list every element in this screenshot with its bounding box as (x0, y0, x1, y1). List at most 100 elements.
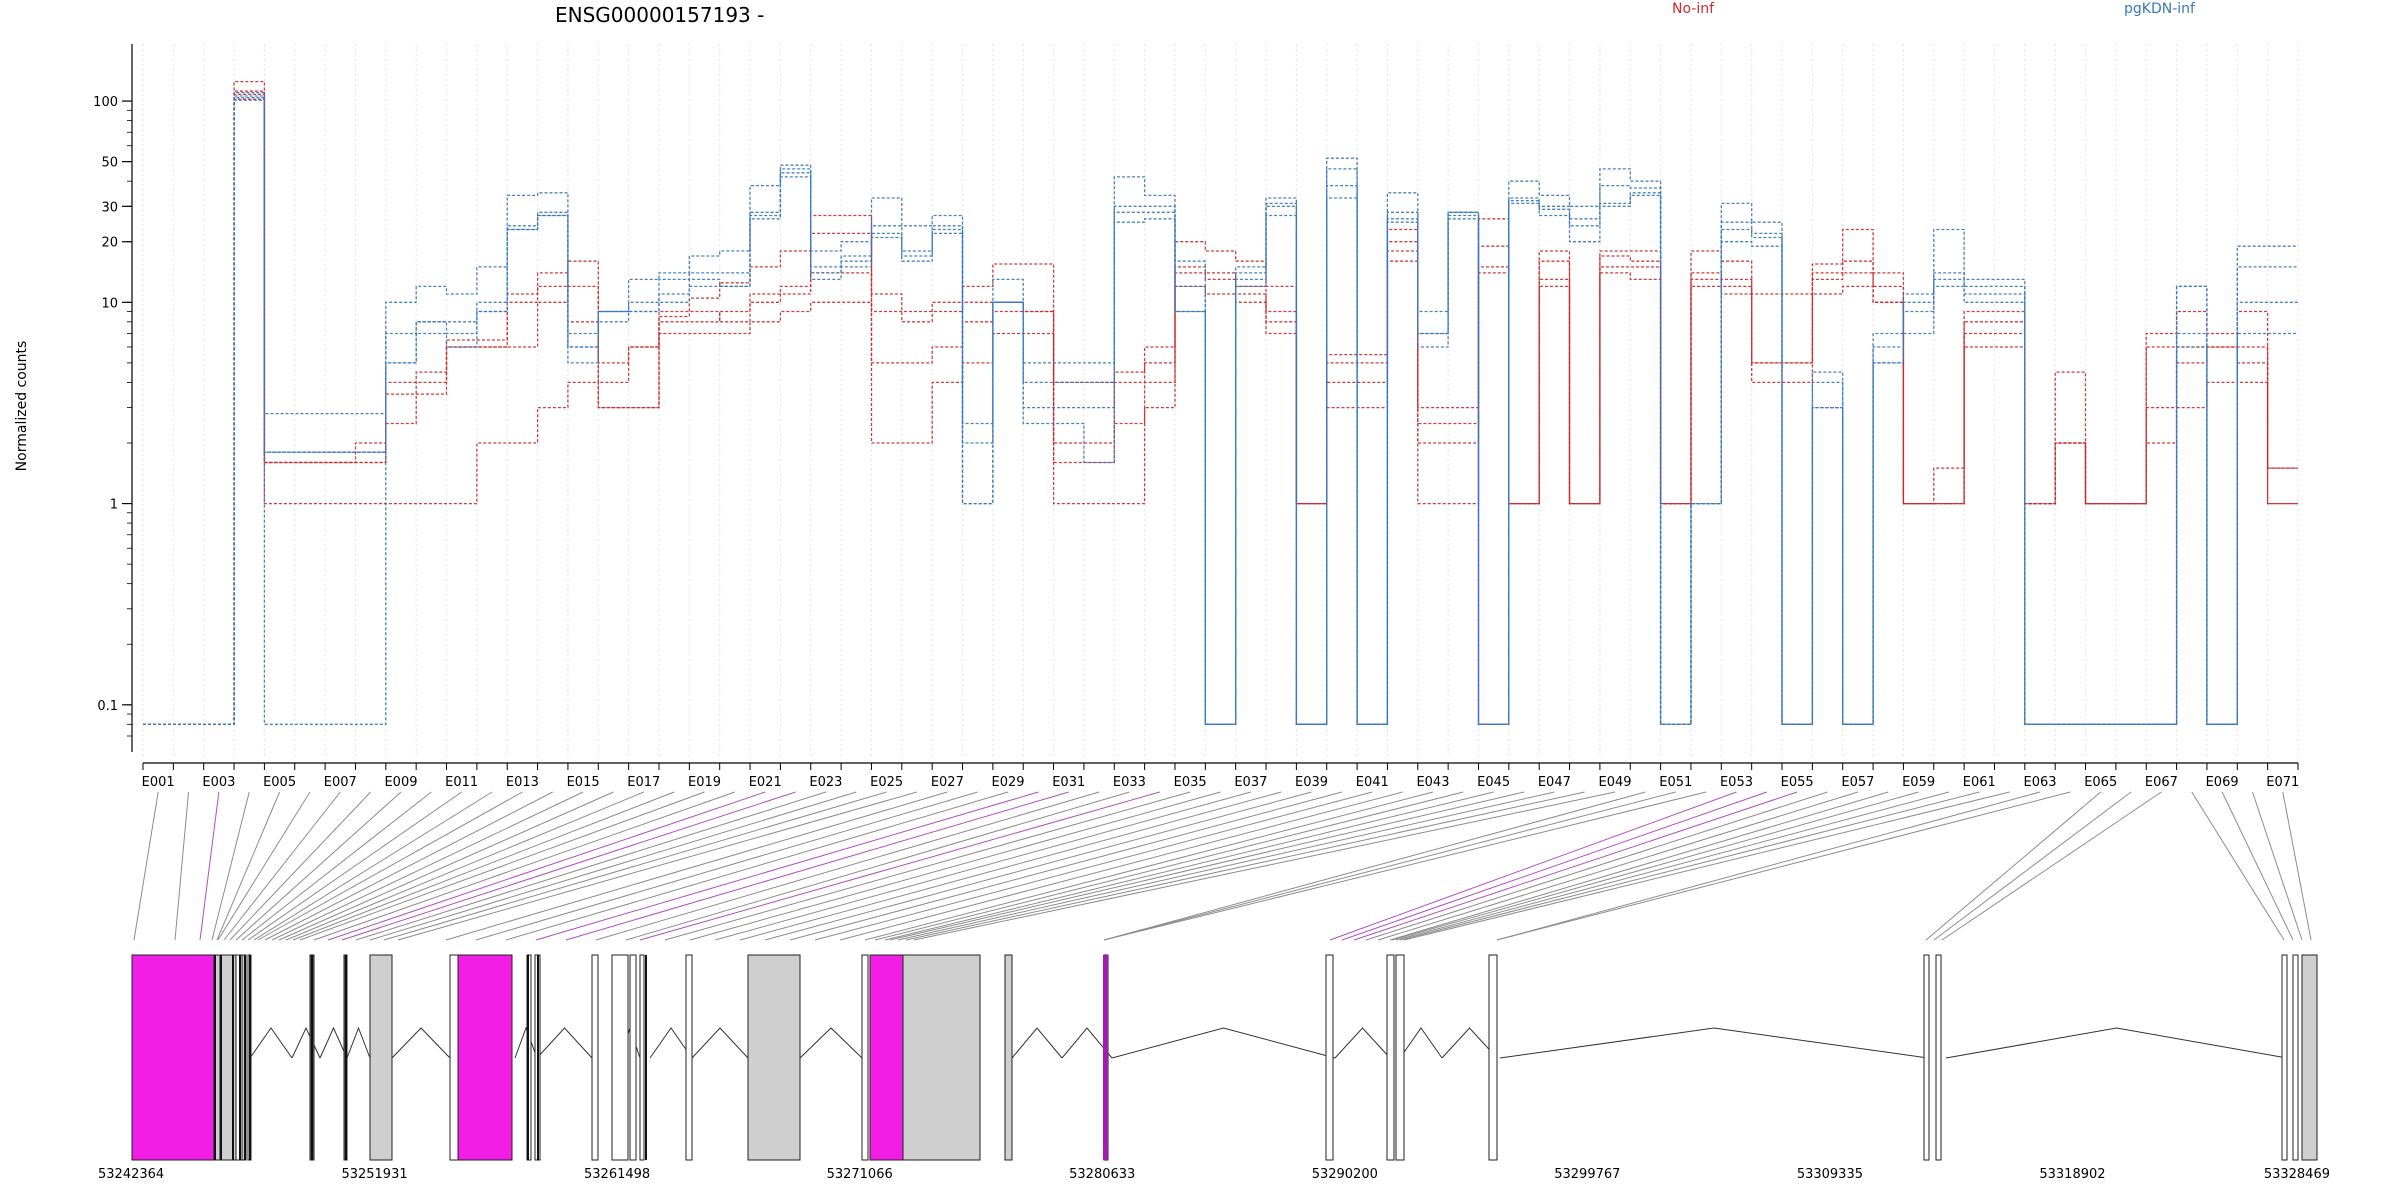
exon-label: E009 (384, 775, 417, 790)
exon-box (1935, 954, 1942, 1161)
exon-label: E039 (1295, 775, 1328, 790)
y-tick-label: 1 (110, 498, 118, 513)
intron (1441, 1027, 1498, 1059)
exon-label: E029 (992, 775, 1025, 790)
exon-label: E013 (506, 775, 539, 790)
exon-connector (292, 791, 675, 941)
exon-connector (229, 791, 372, 941)
exon-connector (625, 791, 1130, 941)
exon-connector (1103, 791, 1676, 941)
exon-box (591, 954, 599, 1161)
exon-box (2301, 954, 2318, 1161)
exon-connector (1496, 791, 2071, 941)
exon-connector (764, 791, 1312, 941)
exon-connector (1391, 791, 1919, 941)
exon-box-highlighted (1103, 955, 1108, 1160)
series-line-1 (143, 90, 2298, 725)
exon-label: E031 (1052, 775, 1085, 790)
exon-connector (789, 791, 1343, 941)
exon-box (449, 954, 459, 1161)
exon-connector (383, 791, 887, 941)
exon-connector (1389, 791, 1889, 941)
series-line-4 (143, 92, 2298, 725)
series-line-0 (143, 80, 2298, 725)
exon-connector (313, 791, 736, 941)
exon-box (1386, 954, 1395, 1161)
legend-no-inf: No-inf (1672, 1, 1715, 17)
genomic-tick-label: 53242364 (98, 1167, 164, 1182)
exon-connector (889, 791, 1525, 941)
exon-connector (253, 791, 493, 941)
series-line-7 (143, 99, 2298, 725)
exon-connector (565, 791, 1069, 941)
exon-label: E003 (202, 775, 235, 790)
exon-label: E047 (1538, 775, 1571, 790)
exon-box-highlighted (869, 954, 904, 1161)
exon-label: E025 (870, 775, 903, 790)
intron (291, 1026, 321, 1059)
exon-connector (199, 791, 220, 941)
series-layer (143, 80, 2298, 725)
intron (1945, 1027, 2288, 1059)
exon-connector (341, 791, 796, 941)
exon-connector (1353, 791, 1798, 941)
intron (346, 1026, 371, 1059)
exon-box (369, 954, 393, 1161)
exon-connector (739, 791, 1282, 941)
exon-connector (814, 791, 1373, 941)
intron (514, 1026, 538, 1059)
exon-connector (664, 791, 1191, 941)
exon-connector (913, 791, 1616, 941)
exon-connector (897, 791, 1555, 941)
exon-connector (689, 791, 1221, 941)
intron (799, 1027, 863, 1059)
genomic-tick-label: 53318902 (2039, 1167, 2105, 1182)
exon-connector (1399, 791, 1980, 941)
exon-connector (223, 791, 341, 941)
exon-label: E017 (627, 775, 660, 790)
y-tick-label: 10 (101, 296, 118, 311)
exon-box (1395, 954, 1405, 1161)
exon-box (1325, 954, 1334, 1161)
exon-connector (369, 791, 857, 941)
exon-box (747, 954, 801, 1161)
exon-connector (1329, 791, 1737, 941)
intron (691, 1027, 749, 1059)
genomic-tick-label: 53328469 (2264, 1167, 2330, 1182)
exon-label: E043 (1416, 775, 1449, 790)
exon-label: E035 (1174, 775, 1207, 790)
exon-connector (595, 791, 1100, 941)
intron (249, 1027, 293, 1059)
exon-box (2292, 954, 2299, 1161)
exon-connector (714, 791, 1251, 941)
intron (391, 1027, 451, 1059)
exon-label: E049 (1599, 775, 1632, 790)
series-line-2 (143, 93, 2298, 725)
exon-connector (257, 791, 523, 941)
exon-label: E065 (2084, 775, 2117, 790)
y-axis: 100 50 30 20 10 1 0.1 (93, 44, 133, 752)
exon-label: E045 (1477, 775, 1510, 790)
exon-connector (397, 791, 918, 941)
exon-connector (216, 791, 281, 941)
exon-connector (1395, 791, 1950, 941)
exon-box (639, 954, 645, 1161)
exon-label: E011 (445, 775, 478, 790)
genomic-tick-label: 53290200 (1312, 1167, 1378, 1182)
exon-label: E019 (688, 775, 721, 790)
exon-label: E067 (2145, 775, 2178, 790)
exon-box (861, 954, 869, 1161)
intron (1399, 1027, 1443, 1059)
exon-connector (2282, 791, 2312, 941)
exon-connector (505, 791, 1009, 941)
exon-connector (1933, 791, 2132, 941)
exon-connector (2251, 791, 2303, 941)
y-axis-label: Normalized counts (14, 341, 30, 472)
exon-connector (1941, 791, 2162, 941)
exon-connector (327, 791, 766, 941)
exon-label: E055 (1781, 775, 1814, 790)
intron (1011, 1027, 1063, 1059)
series-line-5 (143, 95, 2298, 725)
y-tick-label: 50 (101, 156, 118, 171)
exon-label: E033 (1113, 775, 1146, 790)
